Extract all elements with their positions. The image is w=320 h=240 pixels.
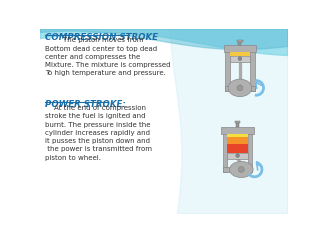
Bar xyxy=(227,144,248,153)
Polygon shape xyxy=(170,29,288,214)
Circle shape xyxy=(237,85,243,91)
Bar xyxy=(248,129,252,172)
Bar xyxy=(227,134,248,138)
Bar xyxy=(238,41,241,45)
Bar xyxy=(237,40,243,42)
Circle shape xyxy=(238,57,242,60)
Bar xyxy=(230,52,250,56)
Bar xyxy=(230,56,250,62)
Text: POWER STROKE:: POWER STROKE: xyxy=(45,100,125,109)
Bar xyxy=(250,48,255,91)
Circle shape xyxy=(238,167,244,172)
Circle shape xyxy=(236,154,239,157)
Bar xyxy=(225,48,230,91)
Polygon shape xyxy=(40,29,288,55)
Bar xyxy=(221,127,254,134)
Text: The piston moves from
Bottom dead center to top dead
center and compresses the
M: The piston moves from Bottom dead center… xyxy=(45,37,170,76)
Text: COMPRESSION STROKE: COMPRESSION STROKE xyxy=(45,33,158,42)
Bar xyxy=(224,45,256,52)
Bar xyxy=(227,138,248,144)
Bar xyxy=(235,121,240,123)
Bar xyxy=(223,167,252,172)
Bar xyxy=(223,129,227,172)
Text: At the end of compression
stroke the fuel is ignited and
burnt. The pressure ins: At the end of compression stroke the fue… xyxy=(45,105,152,161)
Ellipse shape xyxy=(228,79,252,97)
Bar xyxy=(227,153,248,158)
Polygon shape xyxy=(40,29,288,50)
Bar xyxy=(225,86,255,91)
Ellipse shape xyxy=(229,162,253,178)
Bar xyxy=(236,123,239,127)
